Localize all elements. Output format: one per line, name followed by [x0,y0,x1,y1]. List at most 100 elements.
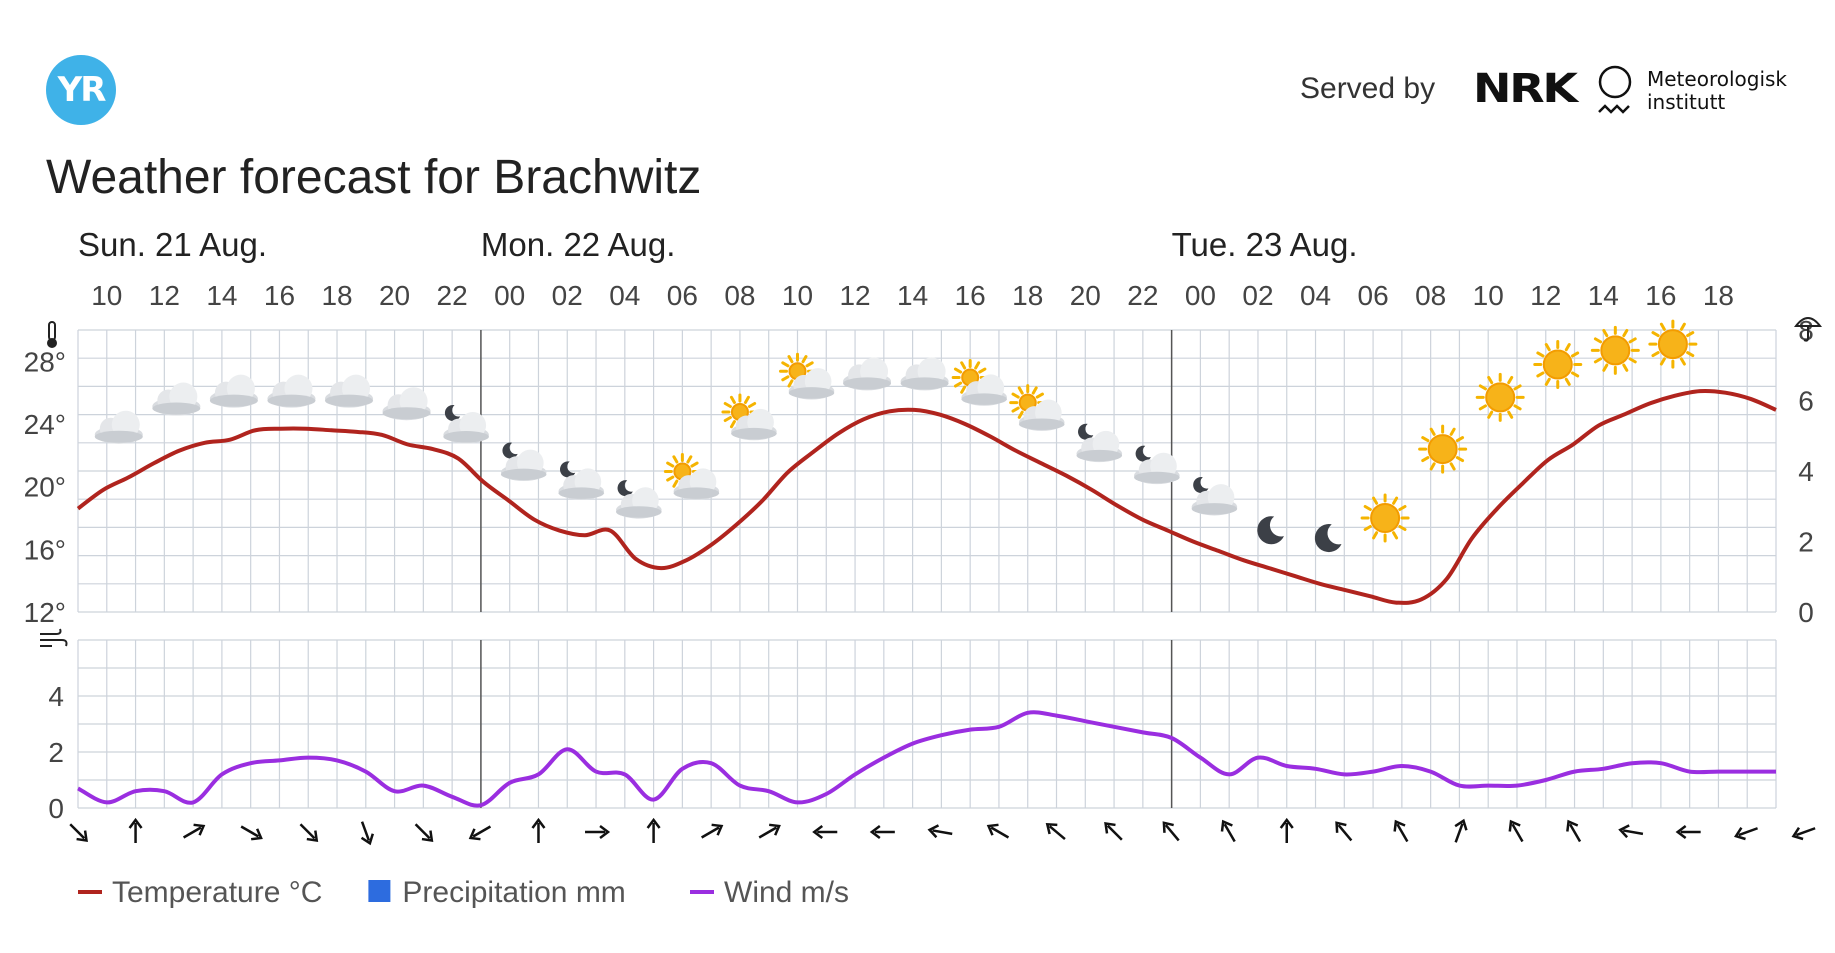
sun-ray [1686,331,1695,338]
weather-symbol-partlycloudy_day [778,352,835,400]
moon-shape [1193,477,1209,494]
legend-label: Wind m/s [724,876,849,909]
sun-ray [781,375,790,382]
sun-ray [1651,351,1660,358]
sun-ray [953,367,963,374]
legend-item: Wind m/s [690,876,849,909]
wind-arrow [1733,827,1758,841]
wind-arrow [812,825,838,839]
met-institute-icon [1598,65,1632,114]
wind-arrow [1675,825,1701,839]
hour-label: 10 [782,280,813,311]
hour-label: 16 [955,280,986,311]
weather-symbol-partlycloudy_night [558,461,605,500]
sun-ray [1398,525,1407,531]
sun-ray [1011,406,1020,413]
hour-label: 10 [1473,280,1504,311]
sun-ray [1622,363,1629,372]
sun-ray [1429,427,1436,436]
wind-arrow [927,824,953,839]
wind-tick-label: 4 [48,681,64,712]
sun-ray [1421,456,1430,463]
sun-ray [960,385,967,394]
sun-ray [1011,392,1020,399]
sun-ray [1372,531,1379,540]
wind-arrow [1162,821,1180,842]
hour-label: 00 [494,280,525,311]
legend-item: Precipitation mm [368,876,626,909]
sun-ray [666,461,675,468]
weather-symbol-clear_night [1257,516,1284,545]
day-label: Mon. 22 Aug. [481,226,675,263]
weather-symbol-cloudy [152,382,201,416]
sun-ray [1686,351,1695,358]
hour-label: 18 [1012,280,1043,311]
hour-label: 02 [552,280,583,311]
precip-tick-label: 8 [1798,315,1814,346]
temp-tick-label: 28° [24,346,66,377]
sun-disc [1657,329,1688,360]
hour-label: 02 [1242,280,1273,311]
met-institute-logo[interactable]: Meteorologisk institutt [1647,68,1787,114]
precip-tick-label: 0 [1798,597,1814,628]
cloud-shape [443,431,489,443]
cloud-shape [1191,503,1238,515]
hour-label: 20 [1070,280,1101,311]
sun-ray [672,455,679,464]
hour-label: 18 [1703,280,1734,311]
sun-ray [1659,357,1666,366]
sun-ray [1651,331,1660,338]
sun-ray [1372,496,1379,505]
sun-ray [747,402,757,408]
temp-tick-label: 20° [24,472,66,503]
temp-tick-label: 16° [24,534,66,565]
yr-logo-text: YR [57,70,107,110]
cloud-shape [731,427,777,440]
moon-shape [1078,423,1094,440]
hour-label: 22 [1127,280,1158,311]
precip-tick-label: 2 [1798,527,1814,558]
yr-logo[interactable]: YR [46,55,116,125]
temp-tick-label: 12° [24,597,66,628]
sun-ray [1507,375,1514,385]
weather-symbol-clearsky_day [1360,493,1410,543]
hour-label: 12 [839,280,870,311]
wind-arrow [986,823,1010,839]
wind-arrow [299,823,319,842]
weather-symbol-partlycloudy_day [951,359,1007,406]
cloud-shape [558,487,605,499]
sun-disc [1427,434,1458,465]
served-by-label: Served by [1300,72,1436,105]
wind-arrow [585,825,611,839]
weather-symbol-partlycloudy_night [616,480,662,519]
legend-label: Precipitation mm [402,876,625,909]
weather-symbol-cloudy [325,374,374,408]
sun-ray [686,455,693,464]
wind-arrow [1566,819,1582,843]
sun-ray [672,479,679,488]
nrk-logo[interactable]: NRK [1473,66,1578,112]
wind-arrow [1104,822,1123,841]
wind-grid [77,639,1777,809]
wind-tick-label: 2 [48,737,64,768]
wind-arrow [240,825,263,841]
sun-ray [1392,496,1399,505]
sun-ray [743,395,750,404]
sun-ray [960,361,967,370]
hour-label: 22 [437,280,468,311]
wind-arrow [1454,818,1468,843]
cloud-shape [267,394,316,407]
wind-arrow [1335,821,1353,842]
sun-disc [1600,335,1631,366]
cloud-shape [94,430,143,443]
hour-label: 14 [206,280,237,311]
sun-ray [978,367,987,374]
cloud-shape [382,407,431,420]
sun-ray [1478,384,1487,391]
wind-arrow [468,825,492,841]
wind-arrow [1618,824,1644,839]
cloud-shape [1134,471,1180,484]
cloud-shape [1076,449,1123,462]
sun-ray [1679,322,1686,331]
